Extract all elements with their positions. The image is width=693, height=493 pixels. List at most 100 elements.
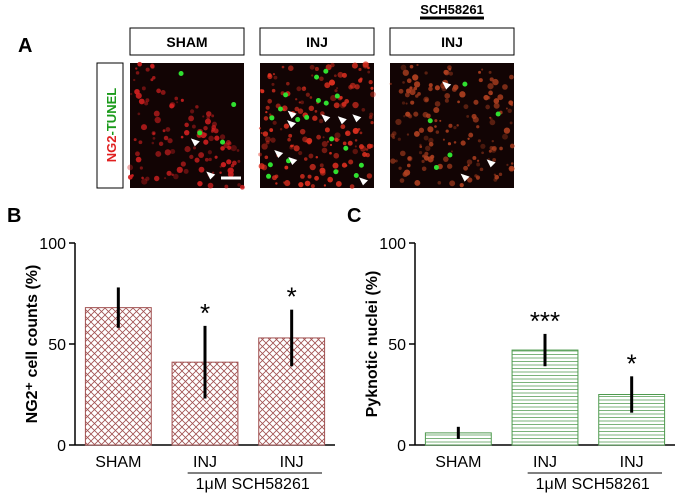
cell [409,64,414,69]
cell [265,105,270,110]
cell [330,95,337,102]
cell [239,184,245,190]
cell [370,120,374,125]
cell [135,71,140,75]
cell [410,100,415,105]
cell [224,184,229,189]
cell [453,141,457,144]
cell [164,177,167,180]
cell [359,131,363,135]
cell [370,91,376,98]
cell [405,88,411,94]
cell [204,118,211,125]
cell [457,100,460,104]
cell [207,150,212,155]
cell [349,82,356,89]
cell [211,124,217,130]
y-axis-label: NG2⁺ cell counts (%) [24,265,41,424]
cell [423,96,430,103]
cell [295,98,298,101]
cell [414,180,421,186]
cell [219,165,222,168]
cell [369,144,374,149]
cell [492,158,497,162]
sublabel: 1μM SCH58261 [536,476,650,493]
cell [450,150,453,153]
cell [219,171,222,174]
cell [316,134,322,140]
cell [502,133,508,140]
cell [351,62,358,69]
cell [354,139,358,142]
arrowhead [358,177,368,186]
stain-box [96,62,124,189]
cell [478,78,483,83]
cell [264,136,271,143]
cell [508,100,514,106]
cell [487,158,490,161]
cell [214,155,218,159]
cell [428,137,434,144]
tunel-cell [220,139,226,145]
cell [309,163,316,171]
cell [434,125,437,128]
cell [489,146,494,150]
cell [480,143,486,149]
arrowhead [442,81,452,90]
cell [184,146,191,153]
cell [466,159,473,165]
cell [319,163,324,168]
cell [300,100,304,105]
cell [138,140,143,145]
cell [176,166,183,173]
cell [321,147,328,154]
cell [490,93,493,96]
cell [490,147,497,153]
cell [362,61,369,68]
cell [389,82,392,86]
cell [502,84,508,90]
cell [463,165,468,171]
cell [203,125,208,131]
cell [416,63,419,67]
cell [300,174,305,179]
arrowhead [486,159,496,168]
stain-ng2: NG2 [104,135,119,162]
cell [145,67,150,72]
y-tick-label: 100 [379,236,406,253]
cell [407,156,412,161]
tunel-cell [353,173,359,179]
cell [287,137,291,142]
cell [434,119,438,123]
cell [489,116,492,119]
cell [369,112,374,117]
cell [459,91,466,98]
cell [271,88,276,93]
cell [158,141,164,147]
cell [141,178,148,185]
cell [173,173,179,180]
arrowhead [321,114,331,123]
cell [330,62,335,68]
cell [367,70,371,74]
cell [265,110,268,114]
cell [340,124,346,130]
cell [328,79,336,86]
cell [261,164,268,171]
cell [294,106,300,112]
cell [258,152,262,157]
cell [314,66,319,71]
cell [189,154,194,160]
cell [509,74,514,80]
cell [435,130,440,134]
cell [468,132,474,138]
arrowhead [274,150,284,159]
cell [370,86,374,90]
cell [476,159,480,162]
cell [135,67,138,70]
cell [327,176,334,183]
cell [509,143,515,149]
cell [192,146,197,150]
cell [466,115,470,118]
cell [354,84,360,90]
